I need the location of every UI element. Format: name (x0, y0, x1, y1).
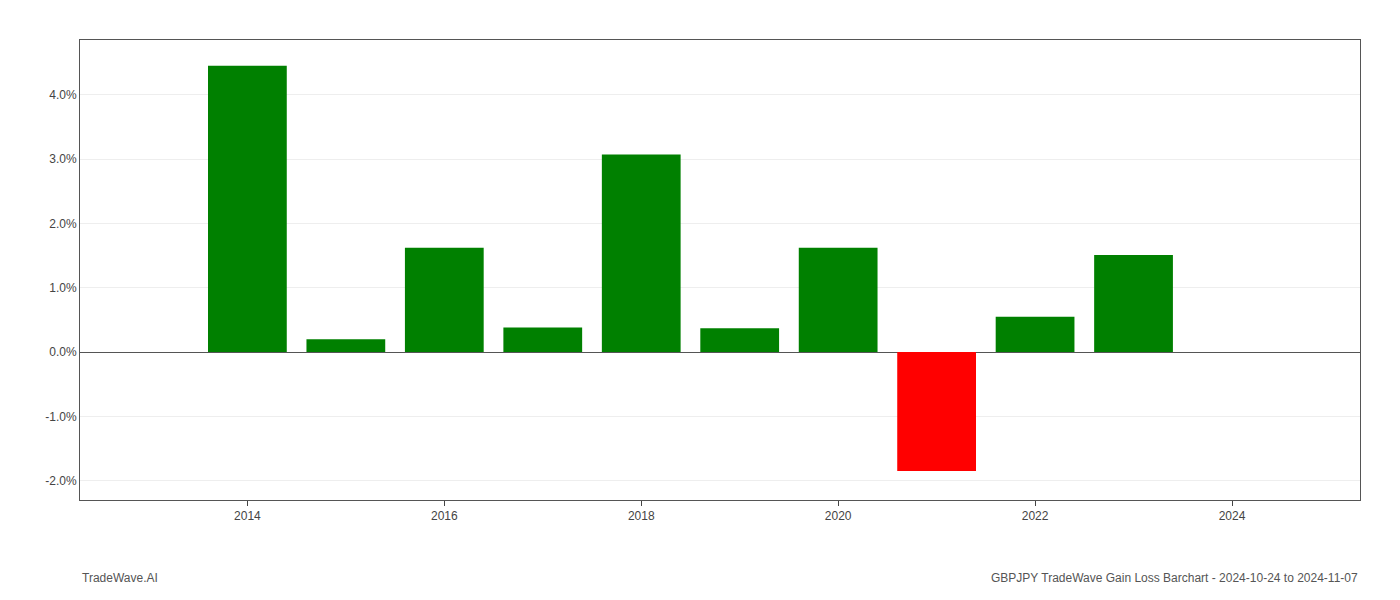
svg-text:GBPJPY TradeWave Gain Loss Bar: GBPJPY TradeWave Gain Loss Barchart - 20… (991, 571, 1358, 585)
svg-text:2014: 2014 (234, 509, 261, 523)
svg-text:2024: 2024 (1219, 509, 1246, 523)
svg-text:-1.0%: -1.0% (45, 410, 77, 424)
svg-text:2020: 2020 (825, 509, 852, 523)
svg-text:1.0%: 1.0% (49, 281, 77, 295)
svg-text:3.0%: 3.0% (49, 152, 77, 166)
svg-text:TradeWave.AI: TradeWave.AI (82, 571, 158, 585)
svg-text:2022: 2022 (1022, 509, 1049, 523)
svg-text:2018: 2018 (628, 509, 655, 523)
svg-text:4.0%: 4.0% (49, 88, 77, 102)
svg-text:0.0%: 0.0% (49, 345, 77, 359)
svg-text:2.0%: 2.0% (49, 217, 77, 231)
svg-text:-2.0%: -2.0% (45, 474, 77, 488)
svg-text:2016: 2016 (431, 509, 458, 523)
